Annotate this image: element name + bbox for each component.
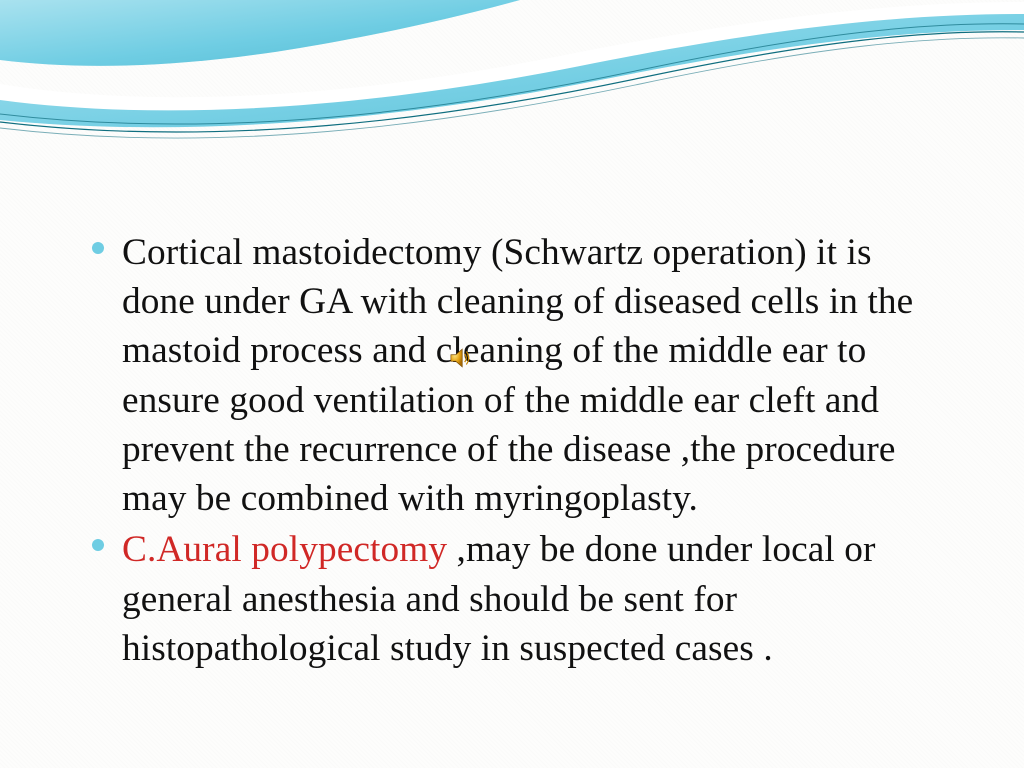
bullet-text-1: Cortical mastoidectomy (Schwartz operati… <box>122 228 944 523</box>
slide-body: Cortical mastoidectomy (Schwartz operati… <box>88 228 944 675</box>
list-item: Cortical mastoidectomy (Schwartz operati… <box>88 228 944 523</box>
text-run-highlight: C.Aural polypectomy <box>122 529 457 570</box>
list-item: C.Aural polypectomy ,may be done under l… <box>88 525 944 673</box>
bullet-icon <box>92 539 104 551</box>
header-swoosh <box>0 0 1024 180</box>
text-run: Cortical mastoidectomy (Schwartz operati… <box>122 232 913 519</box>
bullet-icon <box>92 242 104 254</box>
bullet-text-2: C.Aural polypectomy ,may be done under l… <box>122 525 944 673</box>
